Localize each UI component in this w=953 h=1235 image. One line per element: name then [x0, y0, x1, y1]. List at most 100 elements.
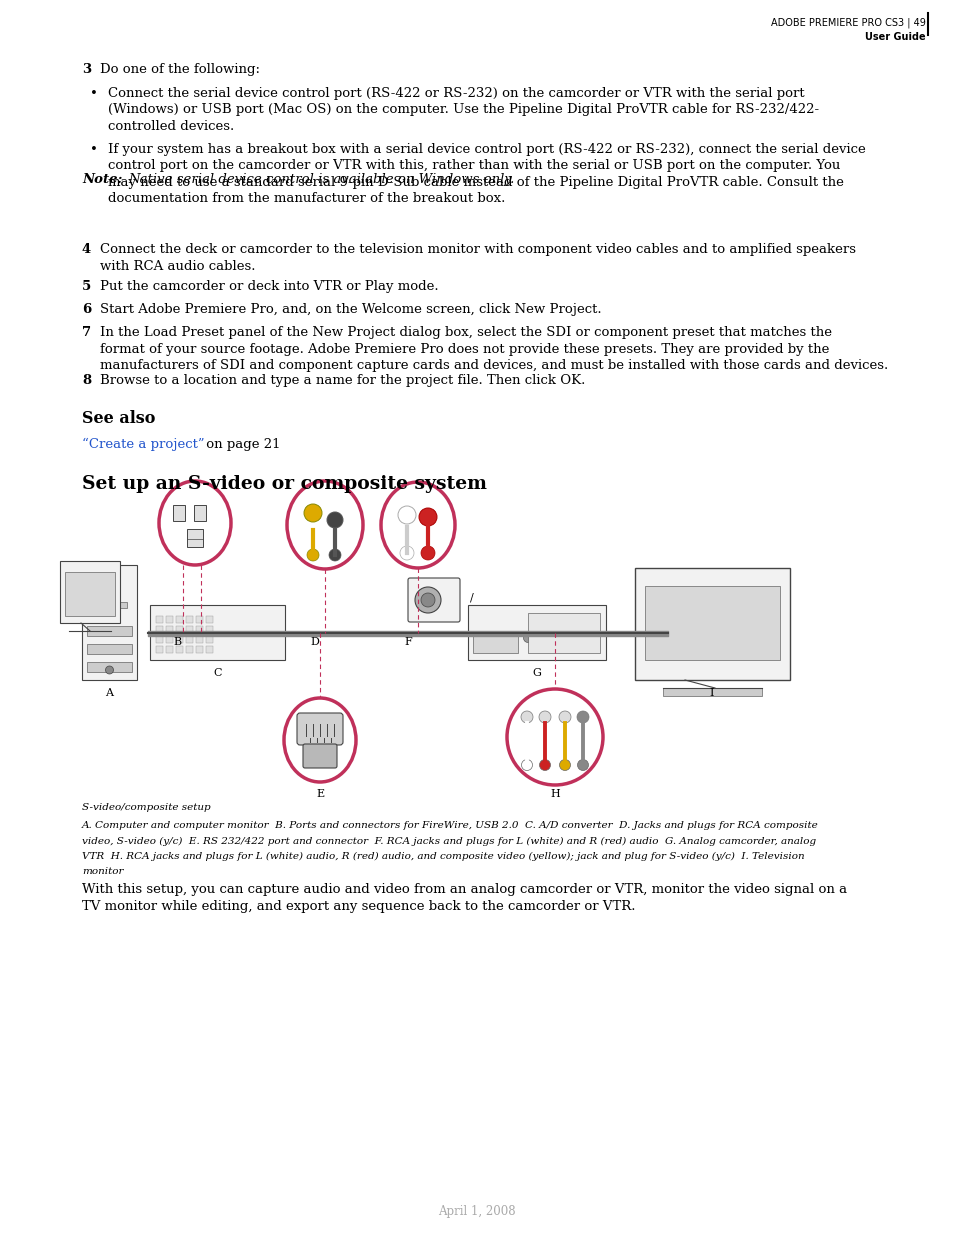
Circle shape [307, 550, 318, 561]
Circle shape [558, 711, 571, 722]
Bar [195, 636, 203, 643]
Text: 8: 8 [82, 374, 91, 387]
Circle shape [397, 506, 416, 524]
Text: Connect the serial device control port (RS-422 or RS-232) on the camcorder or VT: Connect the serial device control port (… [108, 86, 819, 133]
Ellipse shape [380, 482, 455, 568]
Text: Native serial device control is available on Windows only.: Native serial device control is availabl… [128, 173, 514, 186]
Bar [175, 646, 183, 653]
Text: April 1, 2008: April 1, 2008 [437, 1205, 516, 1218]
Text: ADOBE PREMIERE PRO CS3 | 49: ADOBE PREMIERE PRO CS3 | 49 [770, 17, 925, 27]
Bar [473, 631, 517, 653]
Bar [635, 568, 789, 680]
Bar [150, 605, 285, 659]
Circle shape [420, 546, 435, 559]
Bar [87, 662, 132, 672]
Text: on page 21: on page 21 [202, 438, 280, 451]
Text: With this setup, you can capture audio and video from an analog camcorder or VTR: With this setup, you can capture audio a… [82, 883, 846, 913]
Circle shape [577, 760, 588, 771]
Circle shape [420, 593, 435, 606]
Circle shape [415, 587, 440, 613]
Text: /: / [470, 593, 474, 603]
Circle shape [327, 513, 343, 529]
Ellipse shape [284, 698, 355, 782]
Text: •: • [90, 86, 98, 100]
Text: A: A [105, 688, 112, 698]
Text: C: C [213, 668, 222, 678]
Text: User Guide: User Guide [864, 32, 925, 42]
Bar [156, 636, 163, 643]
Text: A. Computer and computer monitor  B. Ports and connectors for FireWire, USB 2.0 : A. Computer and computer monitor B. Port… [82, 821, 818, 830]
Circle shape [418, 508, 436, 526]
Bar [175, 636, 183, 643]
Ellipse shape [159, 480, 231, 564]
Ellipse shape [287, 480, 363, 569]
FancyBboxPatch shape [303, 743, 336, 768]
Bar [468, 605, 605, 659]
Text: Set up an S-video or composite system: Set up an S-video or composite system [82, 475, 486, 493]
Text: G: G [532, 668, 541, 678]
Bar [87, 643, 132, 655]
Circle shape [539, 760, 550, 771]
Bar [206, 626, 213, 634]
Bar [91, 601, 127, 608]
Text: monitor: monitor [82, 867, 123, 877]
Text: 7: 7 [82, 326, 91, 338]
Bar [60, 561, 120, 622]
FancyBboxPatch shape [296, 713, 343, 745]
Text: video, S-video (y/c)  E. RS 232/422 port and connector  F. RCA jacks and plugs f: video, S-video (y/c) E. RS 232/422 port … [82, 836, 815, 846]
Bar [175, 626, 183, 634]
FancyBboxPatch shape [408, 578, 459, 622]
Bar [166, 646, 172, 653]
Text: I: I [709, 688, 714, 698]
Text: 6: 6 [82, 303, 91, 316]
Bar [186, 626, 193, 634]
Bar [186, 646, 193, 653]
Circle shape [537, 634, 546, 642]
Circle shape [304, 504, 322, 522]
Bar [195, 616, 203, 622]
Bar [65, 572, 115, 616]
Circle shape [399, 546, 414, 559]
Bar [187, 529, 203, 547]
Circle shape [577, 711, 588, 722]
Text: See also: See also [82, 410, 155, 427]
Circle shape [520, 711, 533, 722]
Bar [172, 505, 185, 521]
Circle shape [329, 550, 340, 561]
Bar [206, 636, 213, 643]
Text: In the Load Preset panel of the New Project dialog box, select the SDI or compon: In the Load Preset panel of the New Proj… [100, 326, 887, 372]
Bar [156, 626, 163, 634]
Text: 4: 4 [82, 243, 91, 256]
Text: E: E [315, 789, 324, 799]
Bar [156, 616, 163, 622]
Bar [206, 646, 213, 653]
Bar [156, 646, 163, 653]
Bar [193, 505, 206, 521]
Bar [662, 688, 761, 697]
Text: H: H [550, 789, 559, 799]
Text: If your system has a breakout box with a serial device control port (RS-422 or R: If your system has a breakout box with a… [108, 143, 864, 205]
Bar [82, 564, 137, 680]
Bar [186, 616, 193, 622]
Bar [186, 636, 193, 643]
Text: F: F [403, 637, 412, 647]
Bar [166, 626, 172, 634]
Text: B: B [172, 637, 181, 647]
Bar [87, 626, 132, 636]
Circle shape [565, 634, 574, 642]
Bar [644, 585, 780, 659]
Text: Browse to a location and type a name for the project file. Then click OK.: Browse to a location and type a name for… [100, 374, 585, 387]
Bar [195, 646, 203, 653]
Text: Note:: Note: [82, 173, 122, 186]
Circle shape [538, 711, 551, 722]
Text: Start Adobe Premiere Pro, and, on the Welcome screen, click New Project.: Start Adobe Premiere Pro, and, on the We… [100, 303, 601, 316]
Bar [527, 613, 599, 653]
Text: VTR  H. RCA jacks and plugs for L (white) audio, R (red) audio, and composite vi: VTR H. RCA jacks and plugs for L (white)… [82, 852, 803, 861]
Text: 3: 3 [82, 63, 91, 77]
Text: Connect the deck or camcorder to the television monitor with component video cab: Connect the deck or camcorder to the tel… [100, 243, 855, 273]
Text: 5: 5 [82, 280, 91, 293]
Circle shape [558, 760, 570, 771]
Circle shape [106, 666, 113, 674]
Ellipse shape [506, 689, 602, 785]
Bar [195, 626, 203, 634]
